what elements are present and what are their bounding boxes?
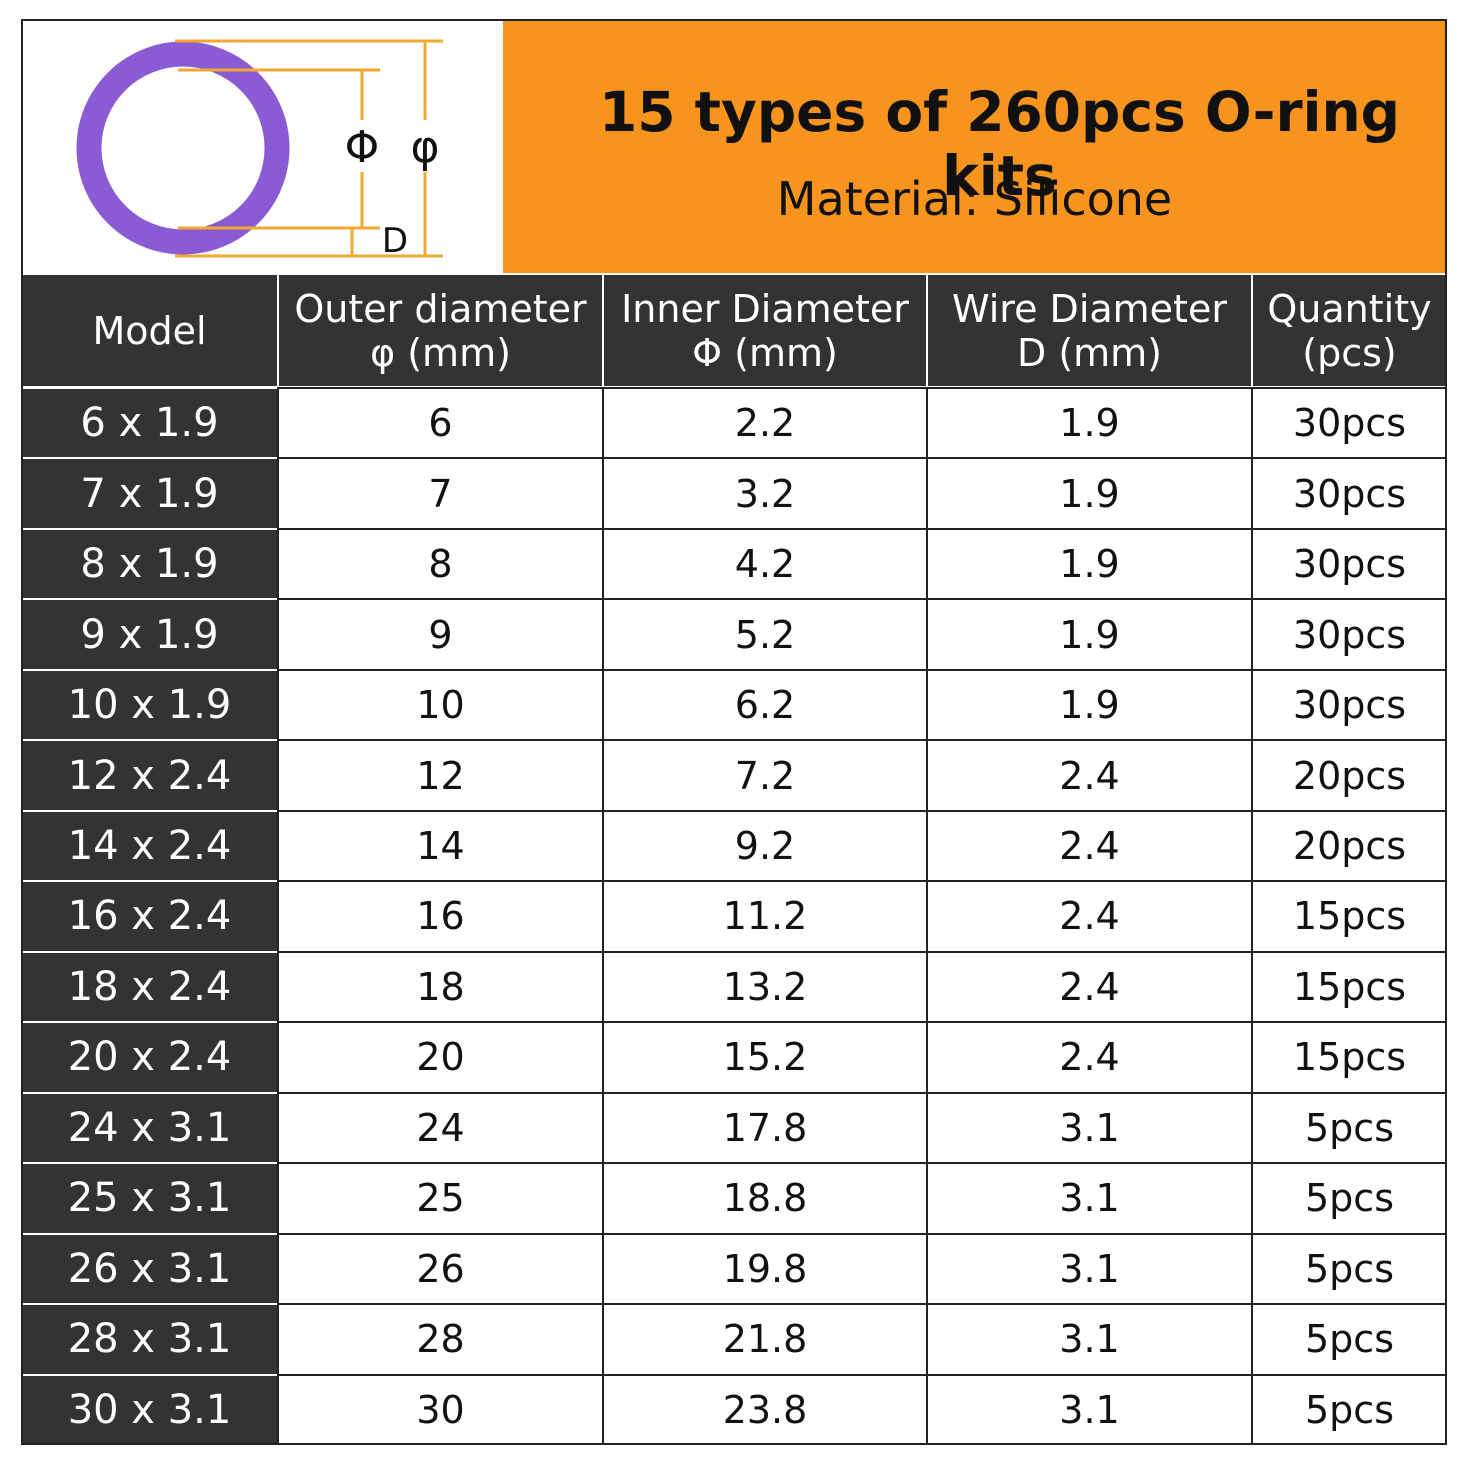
- header-line: D (mm): [1016, 330, 1163, 375]
- model-cell: 28 x 3.1: [22, 1303, 277, 1374]
- table-cell: 14: [277, 809, 602, 881]
- header-line: Quantity: [1267, 286, 1432, 331]
- table-cell: 26: [277, 1232, 602, 1304]
- table-cell: 18: [277, 950, 602, 1022]
- wire-symbol: D: [382, 221, 408, 261]
- table-cell: 30pcs: [1251, 598, 1446, 669]
- table-cell: 1.9: [926, 457, 1251, 528]
- model-cell: 9 x 1.9: [22, 598, 277, 669]
- dimension-lines: [175, 39, 443, 258]
- table-cell: 18.8: [602, 1162, 926, 1233]
- table-cell: 1.9: [926, 668, 1251, 740]
- outer-symbol: φ: [410, 122, 439, 173]
- table-cell: 15.2: [602, 1021, 926, 1092]
- table-cell: 9.2: [602, 809, 926, 881]
- table-cell: 16: [277, 880, 602, 951]
- column-header: Model: [22, 275, 277, 386]
- table-cell: 5pcs: [1251, 1232, 1446, 1304]
- inner-symbol: Φ: [345, 122, 380, 173]
- table-cell: 5pcs: [1251, 1162, 1446, 1233]
- table-cell: 11.2: [602, 880, 926, 951]
- table-cell: 19.8: [602, 1232, 926, 1304]
- model-cell: 16 x 2.4: [22, 880, 277, 951]
- header-line: Φ (mm): [692, 330, 838, 375]
- table-cell: 25: [277, 1162, 602, 1233]
- model-cell: 24 x 3.1: [22, 1091, 277, 1163]
- table-cell: 30pcs: [1251, 387, 1446, 458]
- table-cell: 17.8: [602, 1091, 926, 1163]
- table-cell: 15pcs: [1251, 950, 1446, 1022]
- table-cell: 7: [277, 457, 602, 528]
- table-cell: 20: [277, 1021, 602, 1092]
- header-line: Model: [92, 308, 207, 353]
- table-cell: 1.9: [926, 598, 1251, 669]
- table-cell: 9: [277, 598, 602, 669]
- table-cell: 3.1: [926, 1091, 1251, 1163]
- table-cell: 3.1: [926, 1162, 1251, 1233]
- table-cell: 1.9: [926, 387, 1251, 458]
- model-cell: 30 x 3.1: [22, 1373, 277, 1444]
- table-cell: 30pcs: [1251, 527, 1446, 599]
- table-cell: 4.2: [602, 527, 926, 599]
- o-ring: [76, 41, 290, 255]
- table-cell: 5pcs: [1251, 1303, 1446, 1374]
- table-cell: 2.2: [602, 387, 926, 458]
- table-cell: 6.2: [602, 668, 926, 740]
- table-cell: 12: [277, 739, 602, 810]
- column-header: Wire Diameter D (mm): [926, 275, 1251, 386]
- table-cell: 30pcs: [1251, 668, 1446, 740]
- table-cell: 15pcs: [1251, 1021, 1446, 1092]
- table-cell: 6: [277, 387, 602, 458]
- table-cell: 15pcs: [1251, 880, 1446, 951]
- header-line: Outer diameter: [294, 286, 587, 331]
- table-cell: 28: [277, 1303, 602, 1374]
- column-header: Quantity (pcs): [1251, 275, 1446, 386]
- table-cell: 7.2: [602, 739, 926, 810]
- model-cell: 10 x 1.9: [22, 668, 277, 740]
- table-cell: 2.4: [926, 1021, 1251, 1092]
- table-cell: 24: [277, 1091, 602, 1163]
- table-cell: 3.2: [602, 457, 926, 528]
- header-line: (pcs): [1302, 330, 1397, 375]
- table-cell: 13.2: [602, 950, 926, 1022]
- model-cell: 12 x 2.4: [22, 739, 277, 810]
- table-cell: 20pcs: [1251, 739, 1446, 810]
- title: 15 types of 260pcs O-ring kits: [598, 80, 1401, 208]
- table-cell: 2.4: [926, 809, 1251, 881]
- table-cell: 1.9: [926, 527, 1251, 599]
- model-cell: 26 x 3.1: [22, 1232, 277, 1304]
- table-cell: 5.2: [602, 598, 926, 669]
- header-line: Inner Diameter: [621, 286, 909, 331]
- table-cell: 30pcs: [1251, 457, 1446, 528]
- table-cell: 2.4: [926, 739, 1251, 810]
- table-cell: 3.1: [926, 1373, 1251, 1444]
- table-cell: 10: [277, 668, 602, 740]
- model-cell: 20 x 2.4: [22, 1021, 277, 1092]
- table-cell: 30: [277, 1373, 602, 1444]
- table-cell: 8: [277, 527, 602, 599]
- model-cell: 14 x 2.4: [22, 809, 277, 881]
- model-cell: 18 x 2.4: [22, 950, 277, 1022]
- subtitle: Material: Silicone: [776, 172, 1173, 226]
- column-header: Inner Diameter Φ (mm): [602, 275, 926, 386]
- ring-diagram: Φ φ D: [76, 39, 443, 261]
- table-cell: 2.4: [926, 950, 1251, 1022]
- model-cell: 7 x 1.9: [22, 457, 277, 528]
- table-cell: 21.8: [602, 1303, 926, 1374]
- table-cell: 5pcs: [1251, 1091, 1446, 1163]
- table-cell: 3.1: [926, 1232, 1251, 1304]
- model-cell: 6 x 1.9: [22, 387, 277, 458]
- table-cell: 5pcs: [1251, 1373, 1446, 1444]
- title-banner: 15 types of 260pcs O-ring kits Material:…: [503, 20, 1446, 273]
- table-cell: 20pcs: [1251, 809, 1446, 881]
- column-header: Outer diameter φ (mm): [277, 275, 602, 386]
- header-line: φ (mm): [370, 330, 511, 375]
- table-cell: 2.4: [926, 880, 1251, 951]
- table-cell: 3.1: [926, 1303, 1251, 1374]
- model-cell: 25 x 3.1: [22, 1162, 277, 1233]
- model-cell: 8 x 1.9: [22, 527, 277, 599]
- table-cell: 23.8: [602, 1373, 926, 1444]
- header-line: Wire Diameter: [952, 286, 1227, 331]
